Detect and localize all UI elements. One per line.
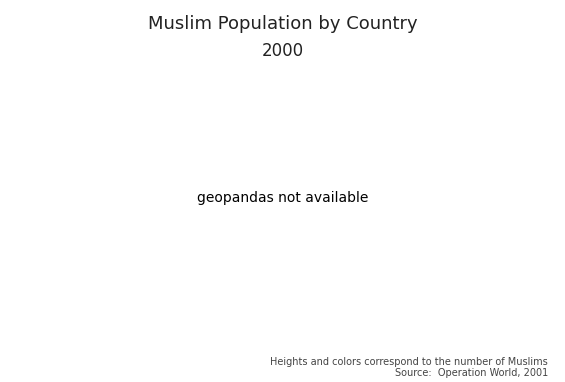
Text: 2000: 2000: [262, 42, 303, 60]
Text: geopandas not available: geopandas not available: [197, 191, 368, 206]
Text: Heights and colors correspond to the number of Muslims
Source:  Operation World,: Heights and colors correspond to the num…: [270, 356, 548, 378]
Text: Muslim Population by Country: Muslim Population by Country: [147, 15, 418, 33]
